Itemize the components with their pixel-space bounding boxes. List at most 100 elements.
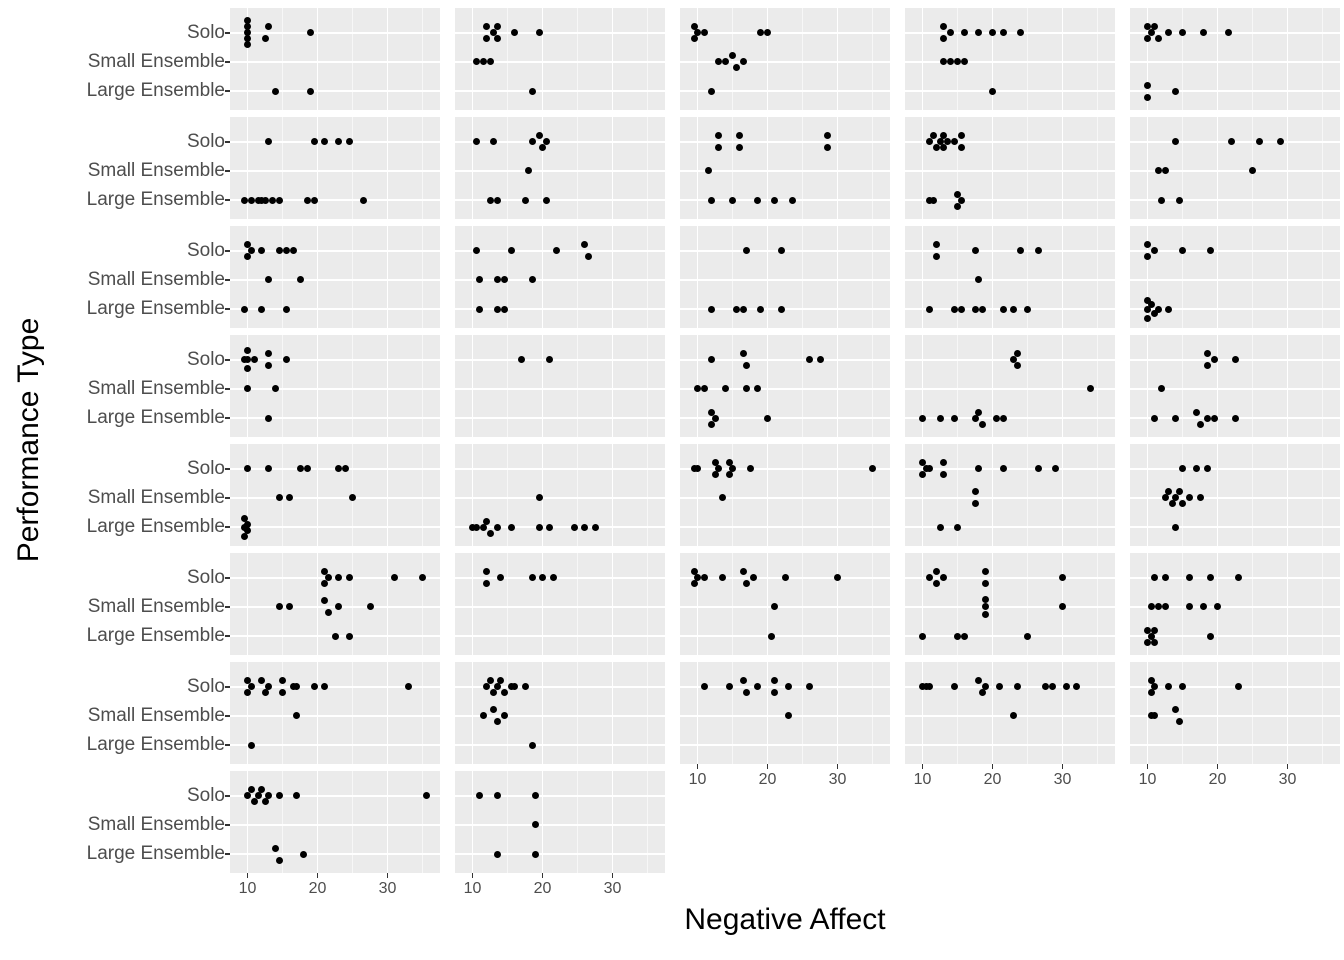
gridline-minor-vertical [1322, 226, 1323, 328]
y-tick-mark [225, 32, 230, 34]
y-tick-mark [225, 577, 230, 579]
y-tick-mark [225, 388, 230, 390]
data-point [1034, 247, 1042, 255]
gridline-minor-vertical [802, 553, 803, 655]
gridline-minor-vertical [577, 117, 578, 219]
data-point [349, 494, 356, 502]
gridline-minor-vertical [352, 117, 353, 219]
data-point [528, 138, 536, 146]
data-point [275, 494, 283, 502]
gridline-major-vertical [921, 8, 924, 110]
gridline-minor-vertical [1182, 444, 1183, 546]
gridline-major-vertical [386, 553, 389, 655]
data-point [1154, 305, 1162, 313]
data-point [528, 87, 536, 95]
gridline-major-vertical [766, 335, 769, 437]
gridline-major-vertical [836, 226, 839, 328]
data-point [1151, 574, 1158, 582]
data-point [500, 305, 508, 313]
data-point [718, 494, 726, 502]
gridline-minor-vertical [507, 335, 508, 437]
gridline-minor-vertical [957, 553, 958, 655]
data-point [1144, 81, 1151, 89]
x-tick-label: 10 [463, 880, 482, 897]
data-point [493, 23, 501, 31]
facet-panel [905, 553, 1115, 655]
data-point [581, 241, 588, 249]
data-point [247, 741, 255, 749]
data-point [823, 144, 831, 152]
data-point [342, 465, 349, 473]
data-point [1034, 465, 1042, 473]
data-point [535, 132, 543, 140]
data-point [732, 64, 740, 72]
gridline-minor-vertical [507, 226, 508, 328]
data-point [244, 29, 251, 37]
data-point [486, 677, 494, 685]
facet-panel [1130, 662, 1340, 764]
gridline-major-horizontal [1130, 141, 1340, 143]
data-point [549, 574, 557, 582]
data-point [1041, 683, 1049, 691]
data-point [940, 574, 947, 582]
data-point [739, 305, 747, 313]
data-point [950, 138, 958, 146]
data-point [933, 144, 940, 152]
data-point [265, 350, 272, 358]
gridline-major-horizontal [230, 715, 440, 717]
gridline-minor-vertical [352, 335, 353, 437]
x-tick-mark [696, 764, 699, 769]
data-point [493, 683, 501, 691]
data-point [584, 253, 592, 261]
gridline-major-horizontal [680, 279, 890, 281]
x-tick-mark [541, 873, 544, 878]
data-point [1168, 500, 1176, 508]
y-tick-label: Solo [186, 239, 225, 261]
data-point [961, 632, 968, 640]
data-point [746, 465, 754, 473]
data-point [570, 523, 578, 531]
data-point [542, 138, 550, 146]
data-point [1154, 167, 1162, 175]
facet-panel [455, 662, 665, 764]
data-point [1175, 196, 1183, 204]
gridline-major-horizontal [680, 635, 890, 637]
data-point [957, 305, 965, 313]
data-point [729, 52, 736, 60]
data-point [971, 414, 979, 422]
gridline-major-vertical [1286, 553, 1289, 655]
data-point [926, 305, 933, 313]
data-point [244, 365, 251, 373]
gridline-major-vertical [386, 335, 389, 437]
gridline-major-horizontal [905, 61, 1115, 63]
data-point [321, 580, 328, 588]
gridline-major-vertical [696, 8, 699, 110]
data-point [757, 305, 764, 313]
data-point [553, 247, 560, 255]
data-point [982, 603, 989, 611]
gridline-major-vertical [541, 8, 544, 110]
facet-panel [230, 771, 440, 873]
gridline-minor-vertical [1027, 662, 1028, 764]
gridline-minor-vertical [507, 444, 508, 546]
data-point [936, 138, 944, 146]
gridline-major-vertical [386, 117, 389, 219]
data-point [1228, 138, 1235, 146]
data-point [479, 523, 487, 531]
data-point [1175, 718, 1183, 726]
gridline-major-vertical [921, 553, 924, 655]
data-point [521, 683, 529, 691]
y-tick-mark [225, 141, 230, 143]
gridline-minor-vertical [507, 662, 508, 764]
data-point [926, 683, 933, 691]
data-point [954, 523, 961, 531]
gridline-major-horizontal [230, 61, 440, 63]
gridline-minor-vertical [282, 444, 283, 546]
gridline-major-vertical [611, 553, 614, 655]
data-point [286, 494, 293, 502]
gridline-major-horizontal [230, 853, 440, 855]
gridline-major-horizontal [905, 468, 1115, 470]
gridline-major-horizontal [680, 90, 890, 92]
gridline-major-horizontal [905, 250, 1115, 252]
gridline-major-horizontal [455, 468, 665, 470]
